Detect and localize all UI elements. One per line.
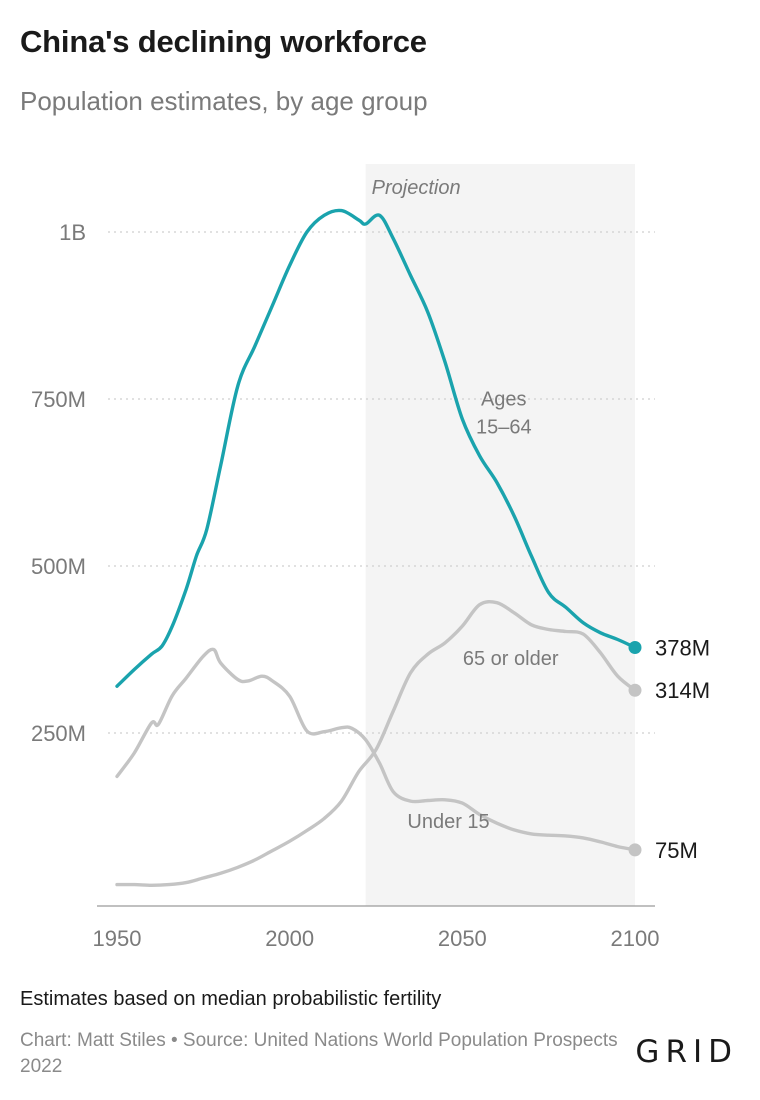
grid-logo: GRID <box>635 1034 738 1070</box>
projection-label: Projection <box>372 177 461 199</box>
series-end-label-under-15: 75M <box>655 838 698 863</box>
series-name-label-ages-15-64: Ages 15–64 <box>476 389 532 439</box>
axes: 250M 500M 750M 1B 1950 2000 2050 2100 <box>31 220 660 951</box>
chart-labels: Projection 314M 65 or older 75M Under 15 378M… <box>372 177 710 863</box>
x-tick-label: 2100 <box>611 926 660 951</box>
y-tick-label: 1B <box>59 220 86 245</box>
series-line-65-or-older <box>115 600 637 887</box>
series-end-point-ages-15-64 <box>628 640 642 654</box>
x-tick-label: 1950 <box>93 926 142 951</box>
series-name-label-under-15: Under 15 <box>407 811 489 833</box>
series-name-line: 15–64 <box>476 417 532 439</box>
y-tick-label: 750M <box>31 387 86 412</box>
projection-band <box>365 164 635 906</box>
series-line-under-15 <box>115 647 637 852</box>
chart-title: China's declining workforce <box>20 24 427 59</box>
chart-note: Estimates based on median probabilistic … <box>20 988 442 1010</box>
series-name-line: Ages <box>481 389 527 411</box>
chart-subtitle: Population estimates, by age group <box>20 86 428 116</box>
gridlines <box>108 231 655 734</box>
y-tick-label: 500M <box>31 554 86 579</box>
series-line-ages-15-64 <box>115 208 637 688</box>
series-name-line: 65 or older <box>463 648 559 670</box>
x-tick-label: 2050 <box>438 926 487 951</box>
x-tick-label: 2000 <box>265 926 314 951</box>
line-chart: 250M 500M 750M 1B 1950 2000 2050 2100 Projectio… <box>31 164 710 951</box>
series-name-line: Under 15 <box>407 811 489 833</box>
series-end-label-ages-15-64: 378M <box>655 635 710 660</box>
chart-background <box>365 164 635 906</box>
series-end-point-under-15 <box>628 843 642 857</box>
series-end-point-65-or-older <box>628 683 642 697</box>
series-lines <box>115 208 642 887</box>
series-end-label-65-or-older: 314M <box>655 678 710 703</box>
y-tick-label: 250M <box>31 721 86 746</box>
series-name-label-65-or-older: 65 or older <box>463 648 559 670</box>
chart-source: Chart: Matt Stiles • Source: United Nati… <box>20 1030 618 1077</box>
